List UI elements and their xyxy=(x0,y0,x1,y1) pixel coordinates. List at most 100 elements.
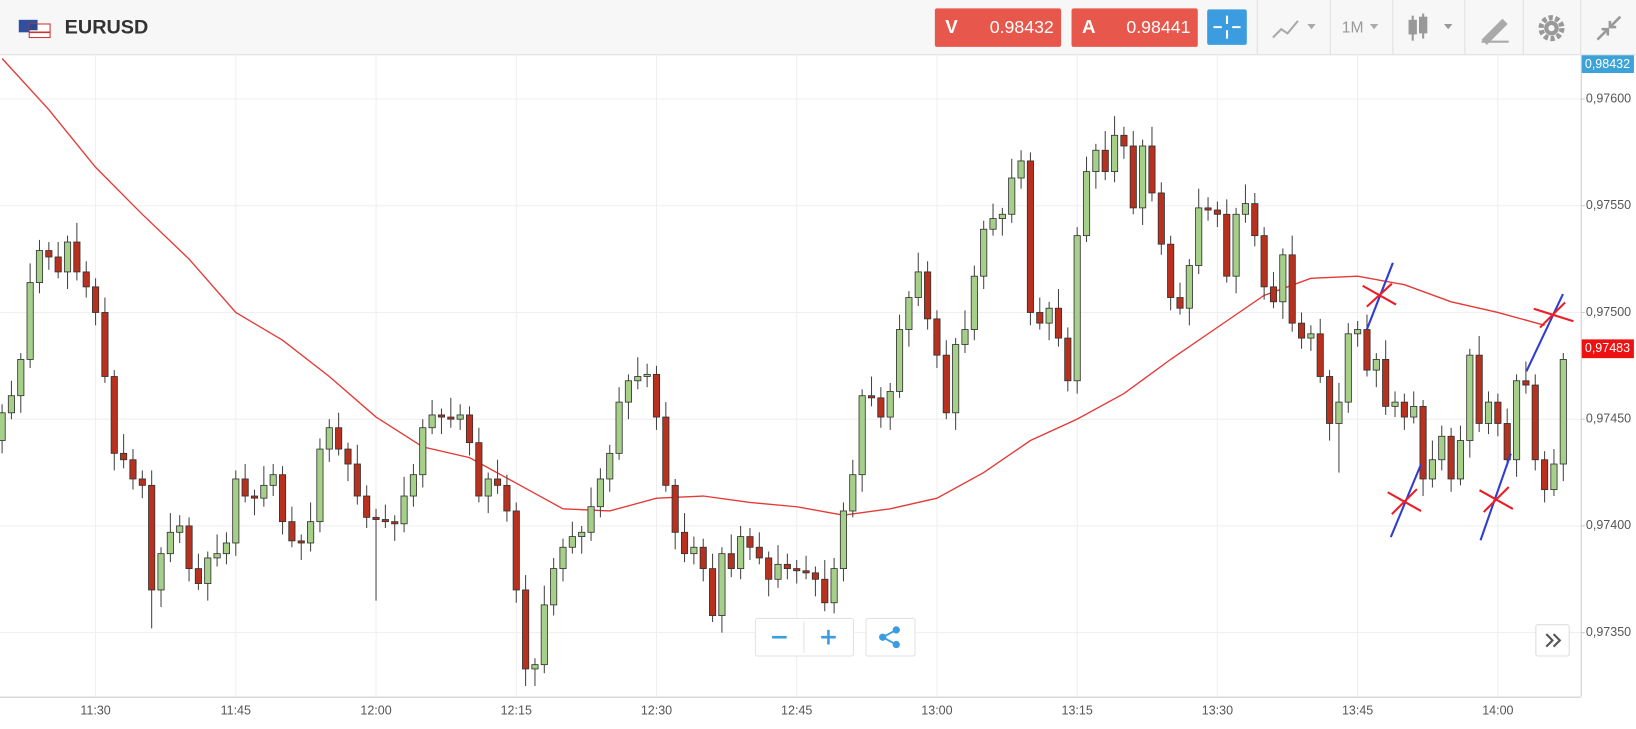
candle-body xyxy=(1269,286,1278,303)
candle-body xyxy=(578,531,586,538)
zoom-in[interactable] xyxy=(821,629,836,645)
y-tick-label: 0,97400 xyxy=(1586,518,1631,532)
candle-body xyxy=(222,542,230,555)
candle-body xyxy=(17,359,25,397)
candle-body xyxy=(73,241,81,273)
candle-body xyxy=(148,484,156,591)
x-tick-label: 12:30 xyxy=(641,704,672,718)
candle-body xyxy=(830,568,838,604)
toolbar-separators xyxy=(1256,0,1582,55)
candle-body xyxy=(194,568,202,584)
candle-body xyxy=(1326,376,1334,424)
sell-price: 0.98432 xyxy=(990,17,1054,37)
chart-type-button[interactable] xyxy=(1272,20,1316,39)
candle-body xyxy=(1391,401,1399,407)
candle-body xyxy=(465,414,474,444)
candle-body xyxy=(1120,134,1128,147)
candle-body xyxy=(400,495,408,525)
candle-body xyxy=(961,329,969,345)
candle-body xyxy=(905,297,913,330)
collapse-button[interactable] xyxy=(1596,15,1622,41)
candle-body xyxy=(494,478,502,486)
y-tick-label: 0,97550 xyxy=(1586,198,1631,212)
grid xyxy=(0,55,1581,697)
ask-tag-box xyxy=(1581,55,1634,74)
candle-body xyxy=(793,568,801,572)
candle-body xyxy=(381,519,389,523)
candle-style-button[interactable] xyxy=(1408,13,1453,41)
timeframe-button[interactable]: 1M xyxy=(1342,19,1379,36)
flag-icon xyxy=(18,19,51,39)
candle-body xyxy=(568,536,576,548)
candle-body xyxy=(550,568,558,606)
candle-body xyxy=(1484,401,1493,424)
candle-body xyxy=(942,354,950,414)
share-button[interactable] xyxy=(865,617,916,657)
price-tag-box xyxy=(1581,339,1634,359)
candle-body xyxy=(1008,177,1016,215)
sell-button[interactable]: V 0.98432 xyxy=(934,8,1062,47)
candle-body xyxy=(1082,171,1091,237)
candle-body xyxy=(1503,423,1511,461)
settings-button[interactable] xyxy=(1538,15,1565,42)
candle-body xyxy=(1045,307,1053,324)
candle-body xyxy=(325,427,333,450)
buy-label: A xyxy=(1082,16,1096,37)
candle-body xyxy=(1438,435,1446,461)
candle-body xyxy=(1017,160,1025,179)
candle-body xyxy=(522,589,530,670)
x-tick-label: 13:45 xyxy=(1342,704,1373,718)
candle-body xyxy=(110,376,118,454)
candle-body xyxy=(1456,440,1465,480)
candle-body xyxy=(1344,333,1352,403)
candle-body xyxy=(484,478,492,497)
candle-body xyxy=(540,604,548,666)
candle-body xyxy=(204,557,212,584)
candle-body xyxy=(250,495,259,499)
candle-body xyxy=(1148,145,1156,194)
candle-body xyxy=(176,525,184,533)
candle-body xyxy=(1073,235,1081,382)
candle-body xyxy=(437,414,446,418)
candle-body xyxy=(1297,322,1306,339)
x-tick-label: 14:00 xyxy=(1482,704,1513,718)
candle-body xyxy=(92,286,100,313)
candle-body xyxy=(1354,329,1362,335)
candle-body xyxy=(662,416,670,486)
buy-price: 0.98441 xyxy=(1126,17,1190,37)
crosshair-button[interactable] xyxy=(1207,9,1247,45)
candle-body xyxy=(1195,207,1203,266)
candle-body xyxy=(1232,213,1240,277)
y-tick-label: 0,97600 xyxy=(1586,91,1631,105)
price-tag: 0,97483 xyxy=(1585,341,1630,355)
candle-body xyxy=(288,521,296,542)
candle-body xyxy=(737,536,745,570)
candle-body xyxy=(783,563,791,570)
candle-body xyxy=(1260,235,1268,288)
buy-button[interactable]: A 0.98441 xyxy=(1071,8,1198,47)
candle-body xyxy=(559,546,567,570)
candle-body xyxy=(1241,203,1249,215)
y-tick-label: 0,97500 xyxy=(1586,305,1631,319)
x-tick-label: 12:00 xyxy=(360,704,391,718)
candle-body xyxy=(1428,459,1436,480)
candle-body xyxy=(680,531,689,555)
candle-body xyxy=(1475,354,1483,424)
candle-body xyxy=(606,452,614,480)
candle-body xyxy=(1335,401,1343,424)
candle-body xyxy=(129,459,137,480)
candle-body xyxy=(1513,380,1521,461)
candle-body xyxy=(63,241,72,273)
candle-body xyxy=(886,391,894,418)
candle-body xyxy=(428,414,436,429)
candle-body xyxy=(699,546,707,570)
y-tick-label: 0,97350 xyxy=(1586,625,1631,639)
x-tick-label: 13:30 xyxy=(1202,704,1233,718)
x-tick-label: 12:45 xyxy=(781,704,812,718)
candle-body xyxy=(232,478,240,544)
draw-tool-button[interactable] xyxy=(1481,18,1509,45)
candle-body xyxy=(643,373,651,377)
scroll-end-button[interactable] xyxy=(1535,624,1570,657)
candle-body xyxy=(933,318,941,356)
